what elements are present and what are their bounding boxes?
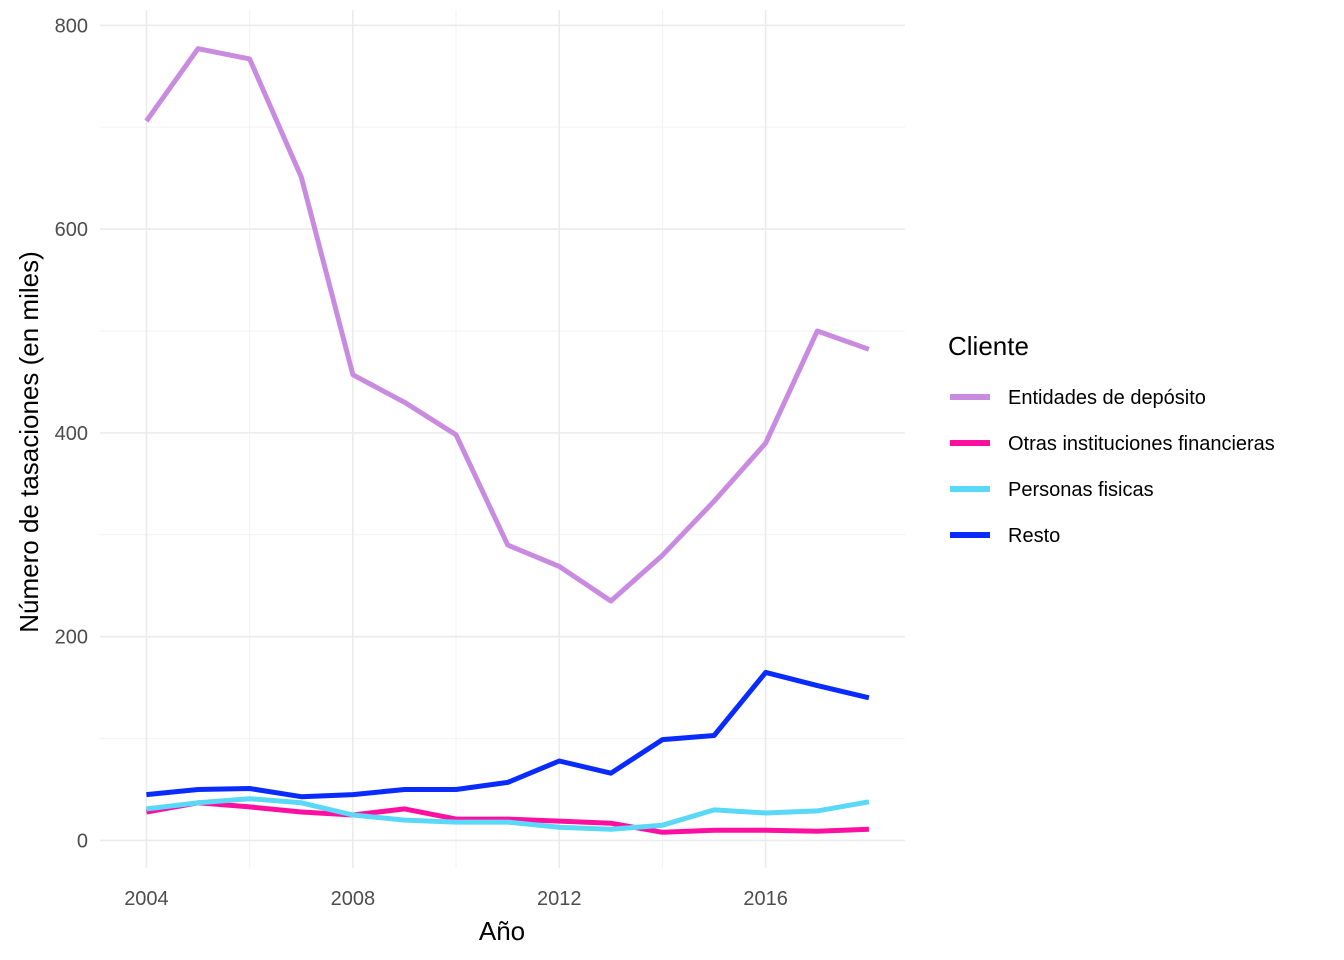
x-tick-label: 2016 — [743, 888, 788, 910]
y-tick-label: 600 — [55, 219, 88, 241]
y-tick-label: 800 — [55, 15, 88, 37]
x-axis-title: Año — [479, 916, 525, 946]
grid — [100, 10, 905, 868]
y-tick-label: 200 — [55, 627, 88, 649]
legend-label: Otras instituciones financieras — [1008, 433, 1275, 455]
x-tick-label: 2008 — [331, 888, 376, 910]
legend-label: Resto — [1008, 525, 1060, 547]
tick-labels: 2004 2008 2012 2016 0 200 400 600 800 — [55, 15, 788, 910]
series-line — [144, 46, 870, 604]
x-tick-label: 2012 — [537, 888, 582, 910]
y-tick-label: 0 — [77, 830, 88, 852]
y-axis-title: Número de tasaciones (en miles) — [14, 251, 44, 633]
legend-label: Personas fisicas — [1008, 479, 1154, 501]
series-line — [146, 796, 870, 832]
x-tick-label: 2004 — [124, 888, 169, 910]
y-tick-label: 400 — [55, 423, 88, 445]
legend-label: Entidades de depósito — [1008, 387, 1206, 409]
series-line — [145, 800, 869, 835]
series-line — [146, 669, 870, 800]
legend-title: Cliente — [948, 331, 1029, 361]
legend: Cliente Entidades de depósito Otras insti… — [948, 331, 1275, 547]
series-lines — [144, 46, 870, 835]
